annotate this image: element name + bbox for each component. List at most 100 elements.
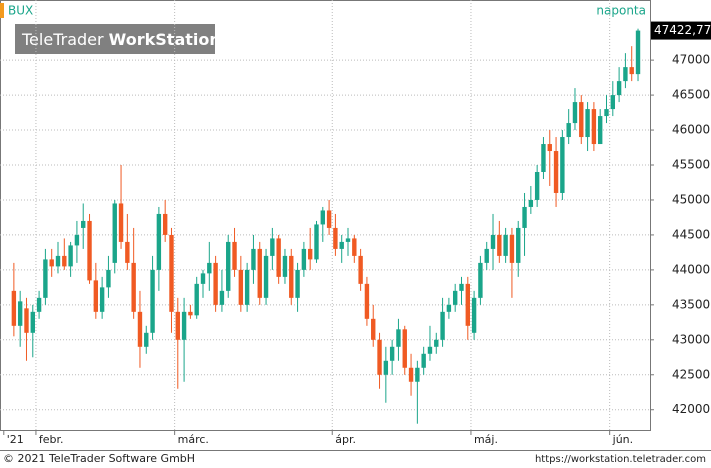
candle-body — [156, 213, 162, 270]
candle-body — [257, 248, 262, 298]
candle-body — [200, 273, 206, 284]
candle-body — [87, 220, 92, 281]
period: naponta — [596, 4, 646, 18]
candle-body — [490, 234, 496, 249]
candle-body — [585, 109, 590, 138]
candle-body — [62, 255, 67, 267]
x-tick-label: márc. — [178, 433, 209, 446]
candle-body — [421, 353, 426, 368]
candle-body — [17, 301, 23, 326]
watermark-box — [15, 24, 215, 54]
candle-body — [24, 308, 29, 333]
x-tick-label: máj. — [474, 433, 498, 446]
candle-body — [604, 109, 609, 117]
candle-body — [333, 227, 338, 249]
candle-body — [427, 346, 433, 354]
candle-body — [434, 339, 439, 347]
watermark-product: WorkStation — [109, 30, 221, 49]
candle-body — [541, 144, 546, 172]
candle-body — [352, 238, 357, 256]
candle-body — [553, 151, 559, 193]
symbol: BUX — [8, 4, 33, 18]
candle-body — [169, 234, 174, 312]
y-tick-label: 42500 — [672, 367, 710, 381]
y-tick-label: 45500 — [672, 158, 710, 172]
candle-body — [11, 290, 17, 326]
candle-body — [226, 241, 231, 291]
candle-body — [478, 262, 483, 298]
y-tick-label: 46500 — [672, 88, 710, 102]
candle-body — [402, 329, 407, 368]
y-tick-label: 43500 — [672, 297, 710, 311]
candle-body — [93, 280, 99, 312]
last-price-label: 47422,77 — [654, 23, 711, 37]
candle-body — [459, 283, 464, 291]
candle-body — [446, 304, 452, 312]
plot-frame — [0, 0, 651, 431]
candle-body — [68, 245, 73, 267]
candle-body — [49, 259, 54, 267]
candle-body — [339, 241, 344, 249]
watermark: TeleTrader WorkStation — [21, 30, 221, 49]
x-tick-label: febr. — [39, 433, 64, 446]
candle-body — [465, 283, 470, 326]
candle-body — [572, 102, 578, 124]
candle-body — [509, 234, 515, 263]
candle-body — [194, 283, 199, 316]
candle-body — [484, 248, 489, 263]
candle-body — [81, 220, 86, 228]
candle-body — [74, 234, 80, 246]
x-tick-label: '21 — [7, 433, 24, 446]
candle-body — [219, 290, 225, 305]
y-tick-label: 45000 — [672, 192, 710, 206]
candle-body — [591, 109, 597, 145]
last-price-box — [651, 21, 711, 40]
candle-body — [579, 102, 584, 138]
candle-body — [534, 172, 540, 200]
y-tick-label: 44000 — [672, 262, 710, 276]
candle-body — [326, 210, 332, 228]
candle-body — [232, 241, 237, 270]
candle-body — [371, 318, 376, 340]
candle-body — [282, 255, 288, 277]
candle-body — [547, 144, 552, 152]
candle-body — [43, 259, 48, 298]
candle-body — [597, 116, 603, 145]
candle-body — [213, 262, 218, 305]
candle-body — [396, 329, 401, 347]
candle-body — [383, 360, 389, 375]
candle-body — [415, 367, 420, 382]
footer-left: © 2021 TeleTrader Software GmbH — [3, 452, 195, 465]
candle-body — [106, 269, 111, 288]
candle-body — [364, 283, 370, 319]
candle-body — [131, 262, 136, 312]
candle-body — [289, 255, 294, 298]
candle-body — [150, 269, 155, 333]
symbol-marker — [0, 3, 4, 18]
candle-body — [36, 297, 42, 312]
candle-body — [55, 255, 61, 267]
candle-body — [389, 346, 395, 361]
candle-body — [497, 234, 502, 256]
candle-body — [144, 332, 149, 347]
candle-body — [560, 137, 565, 193]
candle-body — [301, 248, 307, 270]
y-tick-label: 47000 — [672, 53, 710, 67]
candle-body — [314, 224, 319, 260]
candle-body — [440, 311, 445, 340]
candle-body — [162, 213, 168, 235]
candle-body — [276, 238, 281, 277]
candle-body — [295, 269, 300, 298]
candle-body — [125, 241, 130, 263]
candle-body — [616, 81, 622, 96]
candle-body — [452, 290, 458, 305]
candle-body — [623, 67, 628, 82]
watermark-brand: TeleTrader — [21, 30, 104, 49]
candle-body — [207, 262, 212, 274]
candle-body — [522, 206, 527, 228]
candle-body — [629, 67, 634, 75]
candle-body — [188, 311, 193, 316]
candle-body — [377, 339, 382, 375]
footer-right: https://workstation.teletrader.com — [535, 454, 706, 465]
